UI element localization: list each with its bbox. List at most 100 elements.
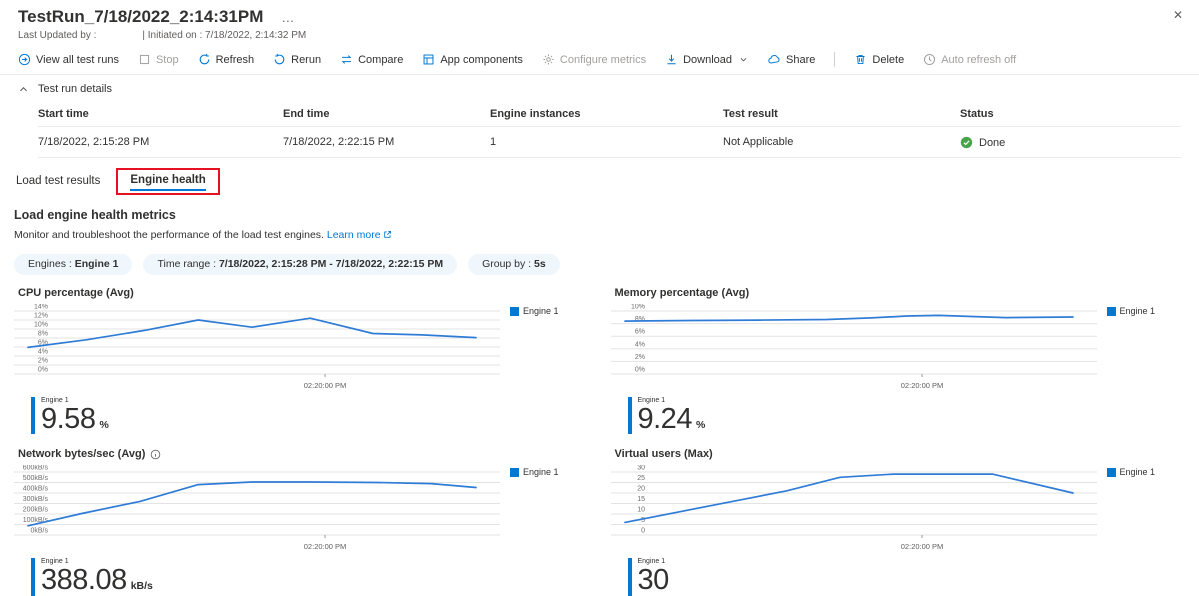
charts-grid: CPU percentage (Avg) 14% 12% 10% 8% 6% 4% 2% 0%…: [0, 275, 1199, 596]
compare-button[interactable]: Compare: [340, 53, 403, 66]
stat-accent-bar: [627, 558, 632, 596]
pill-label: Engines :: [28, 258, 75, 270]
compare-icon: [340, 53, 353, 66]
virtual-users-chart-cell: Virtual users (Max) 30 25 20 15 10 5 0 02:20:00…: [610, 442, 1184, 596]
svg-text:100kB/s: 100kB/s: [23, 517, 49, 524]
section-heading: Load engine health metrics: [14, 208, 176, 222]
svg-text:10: 10: [637, 507, 645, 514]
chart-title-text: Virtual users (Max): [614, 448, 713, 461]
legend-swatch: [510, 306, 519, 316]
learn-more-link[interactable]: Learn more: [326, 229, 381, 241]
tab-engine-health[interactable]: Engine health: [130, 174, 206, 191]
svg-text:400kB/s: 400kB/s: [23, 486, 49, 493]
download-button[interactable]: Download: [665, 53, 748, 66]
svg-text:600kB/s: 600kB/s: [23, 465, 49, 472]
stat-value: 388.08: [41, 564, 127, 596]
toolbar-label: Configure metrics: [559, 53, 647, 66]
chart-title: Network bytes/sec (Avg): [18, 448, 587, 460]
chevron-down-icon: [739, 55, 748, 64]
more-options-icon[interactable]: …: [281, 9, 296, 25]
download-icon: [665, 53, 678, 66]
app-components-button[interactable]: App components: [422, 53, 523, 66]
legend-swatch: [1106, 467, 1116, 477]
refresh-icon: [198, 53, 211, 66]
rerun-button[interactable]: Rerun: [273, 53, 321, 66]
toolbar-label: Compare: [358, 53, 404, 66]
view-all-icon: [18, 53, 31, 66]
chart-title: CPU percentage (Avg): [18, 287, 587, 299]
memory-stat: Engine 1 9.24 %: [627, 397, 1184, 435]
col-status: Status: [960, 108, 994, 120]
pill-value: 7/18/2022, 2:15:28 PM - 7/18/2022, 2:22:…: [218, 258, 444, 270]
toolbar-label: Rerun: [291, 53, 322, 66]
legend-item[interactable]: Engine 1: [1106, 467, 1156, 478]
app-components-icon: [422, 53, 435, 66]
tab-label: Load test results: [16, 174, 101, 187]
stop-icon: [138, 53, 151, 66]
stat-value: 9.24: [637, 403, 693, 435]
toolbar-label: Download: [683, 53, 733, 66]
svg-text:10%: 10%: [34, 322, 48, 329]
stat-accent-bar: [31, 558, 35, 596]
engine-instances-value: 1: [490, 136, 497, 148]
svg-text:6%: 6%: [38, 340, 48, 347]
close-icon[interactable]: ✕: [1172, 8, 1183, 22]
chart-title-text: CPU percentage (Avg): [18, 287, 134, 299]
legend-swatch: [510, 467, 519, 477]
svg-text:4%: 4%: [38, 349, 48, 356]
info-icon[interactable]: [150, 449, 161, 460]
legend-item[interactable]: Engine 1: [1106, 306, 1156, 316]
svg-text:200kB/s: 200kB/s: [23, 507, 49, 514]
refresh-button[interactable]: Refresh: [198, 53, 255, 66]
test-result-value: Not Applicable: [723, 136, 794, 148]
metric-filters: Engines : Engine 1 Time range : 7/18/202…: [0, 241, 1199, 275]
col-end-time: End time: [283, 108, 330, 120]
chart-title: Memory percentage (Avg): [615, 287, 1184, 299]
trash-icon: [854, 53, 867, 66]
pill-value: 5s: [534, 258, 546, 270]
memory-chart-plot: 10% 8% 6% 4% 2% 0% 02:20:00 PM: [610, 304, 1097, 390]
svg-text:300kB/s: 300kB/s: [23, 496, 49, 503]
table-row: 7/18/2022, 2:15:28 PM 7/18/2022, 2:22:15…: [38, 127, 1181, 158]
chart-title: Virtual users (Max): [615, 448, 1184, 460]
page-title: TestRun_7/18/2022_2:14:31PM: [18, 7, 264, 26]
time-range-filter-pill[interactable]: Time range : 7/18/2022, 2:15:28 PM - 7/1…: [143, 254, 458, 275]
test-run-details-toggle[interactable]: Test run details: [0, 75, 1199, 95]
share-cloud-icon: [767, 53, 781, 66]
tab-load-test-results[interactable]: Load test results: [14, 169, 102, 195]
status-text: Done: [979, 136, 1006, 149]
red-annotation-box: Engine health: [116, 168, 220, 195]
pill-label: Group by :: [482, 258, 535, 270]
description-text: Monitor and troubleshoot the performance…: [14, 229, 324, 241]
toolbar-label: Refresh: [215, 53, 255, 66]
legend-label: Engine 1: [1119, 467, 1156, 478]
delete-button[interactable]: Delete: [854, 53, 904, 66]
legend-item[interactable]: Engine 1: [510, 467, 559, 477]
legend-item[interactable]: Engine 1: [510, 306, 559, 316]
virtual-users-stat: Engine 1 30: [627, 558, 1184, 596]
tab-label: Engine health: [130, 174, 206, 186]
auto-refresh-button[interactable]: Auto refresh off: [923, 53, 1016, 66]
legend-label: Engine 1: [1119, 306, 1156, 316]
legend-label: Engine 1: [523, 467, 559, 478]
toolbar-label: App components: [440, 53, 523, 66]
end-time-value: 7/18/2022, 2:22:15 PM: [283, 136, 395, 148]
chart-title-text: Network bytes/sec (Avg): [18, 448, 146, 461]
stat-unit: kB/s: [130, 580, 153, 593]
section-description: Monitor and troubleshoot the performance…: [0, 222, 1199, 241]
view-all-test-runs-button[interactable]: View all test runs: [18, 53, 119, 66]
stop-button[interactable]: Stop: [138, 53, 179, 66]
share-button[interactable]: Share: [767, 53, 815, 66]
clock-icon: [923, 53, 936, 66]
table-header-row: Start time End time Engine instances Tes…: [38, 101, 1181, 127]
svg-text:2%: 2%: [634, 354, 644, 361]
svg-text:12%: 12%: [34, 313, 48, 320]
stat-series-label: Engine 1: [637, 558, 666, 566]
engines-filter-pill[interactable]: Engines : Engine 1: [14, 254, 133, 275]
stat-accent-bar: [31, 397, 35, 435]
svg-text:02:20:00 PM: 02:20:00 PM: [900, 381, 943, 390]
configure-metrics-button[interactable]: Configure metrics: [542, 53, 646, 66]
group-by-filter-pill[interactable]: Group by : 5s: [468, 254, 560, 275]
pill-value: Engine 1: [74, 258, 119, 270]
svg-text:20: 20: [637, 486, 645, 493]
